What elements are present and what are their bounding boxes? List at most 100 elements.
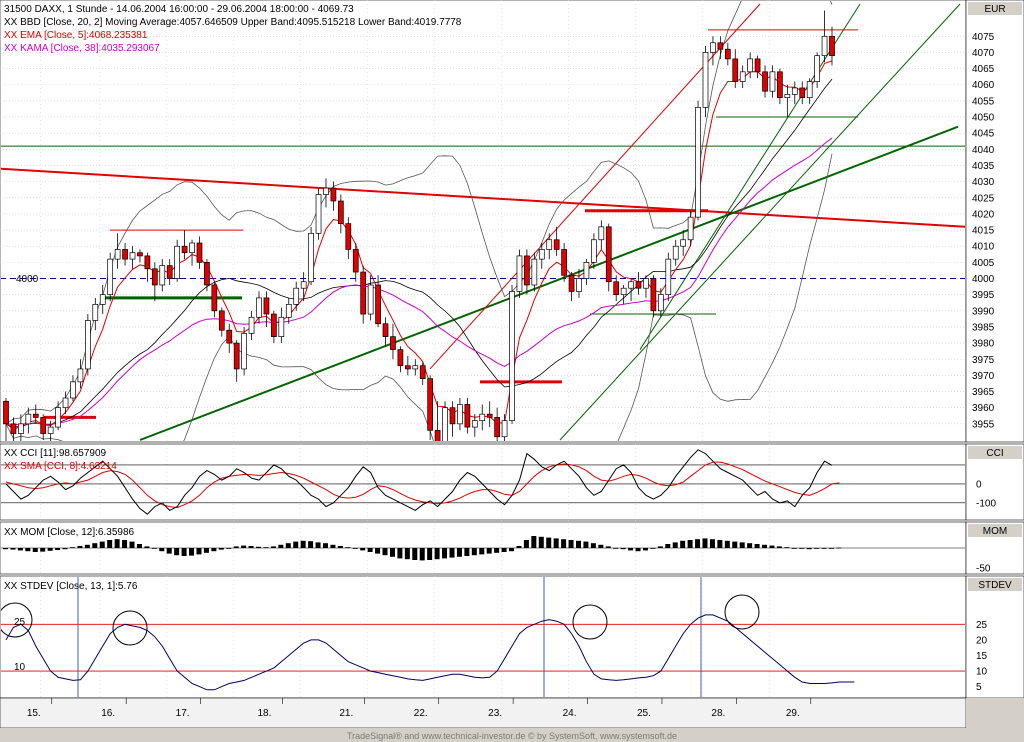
candle-body	[375, 284, 381, 325]
mom-bar	[762, 544, 768, 548]
candle-body	[99, 294, 106, 305]
stdev-unit-label: STDEV	[978, 580, 1012, 591]
stdev-ref-25-label: 25	[14, 617, 26, 628]
price-tick-label: 4055	[972, 96, 995, 107]
date-label: 29.	[786, 708, 800, 719]
mom-bar	[25, 548, 31, 552]
mom-bar	[382, 548, 388, 556]
mom-bar	[538, 536, 544, 548]
candle-body	[524, 255, 530, 286]
mom-bar	[531, 536, 537, 548]
date-label: 15.	[27, 708, 41, 719]
candle-body	[382, 323, 389, 338]
mom-bar	[151, 548, 157, 549]
candle-body	[427, 378, 434, 431]
candle-body	[583, 262, 590, 279]
candle-body	[806, 81, 813, 99]
stdev-highlight-circle	[112, 610, 148, 646]
reference-4000-label: 4000	[16, 274, 39, 285]
candle-body	[62, 397, 69, 409]
candle-body	[576, 278, 582, 292]
candle-body	[769, 71, 776, 92]
mom-bar	[598, 544, 604, 548]
candle-body	[449, 407, 456, 425]
mom-bar	[419, 548, 425, 561]
candle-body	[643, 278, 649, 289]
candle-body	[300, 281, 307, 289]
cci-tick-label: 0	[976, 479, 982, 490]
mom-bar	[92, 543, 98, 548]
mom-bar	[40, 548, 46, 552]
mom-bar	[642, 548, 648, 551]
candle-body	[665, 258, 672, 296]
mom-bar	[501, 548, 507, 552]
mom-tick-label: -50	[976, 564, 991, 575]
kama-legend: XX KAMA [Close, 38]:4035.293067	[4, 43, 160, 54]
candle-body	[390, 336, 396, 350]
mom-bar	[553, 538, 559, 548]
candle-body	[657, 294, 664, 312]
candle-body	[114, 249, 121, 260]
candle-body	[70, 381, 76, 399]
candle-body	[613, 281, 620, 296]
candle-body	[397, 349, 404, 367]
ema-line	[5, 60, 833, 428]
mom-bar	[590, 543, 596, 548]
stdev-tick-label: 10	[976, 667, 988, 678]
indicator-layer	[1, 449, 965, 697]
mom-bar	[464, 548, 470, 556]
price-tick-label: 4050	[972, 113, 995, 124]
price-tick-label: 4075	[972, 32, 995, 43]
stdev-highlight-circle	[1, 602, 33, 638]
candle-body	[159, 265, 166, 286]
mom-bar	[635, 548, 641, 552]
candle-body	[799, 87, 806, 99]
candle-body	[10, 423, 17, 434]
mom-bar	[278, 544, 284, 548]
candle-body	[821, 35, 828, 57]
candle-body	[144, 255, 151, 270]
mom-bar	[724, 540, 730, 548]
status-bar	[0, 728, 1024, 742]
time-axis-frame	[0, 697, 967, 729]
candle-body	[256, 297, 262, 318]
bbd-legend: XX BBD [Close, 20, 2] Moving Average:405…	[4, 17, 462, 28]
mom-bar	[352, 548, 358, 549]
candle-body	[47, 426, 54, 434]
uptrend-line	[139, 125, 959, 441]
cci-unit-label: CCI	[986, 448, 1003, 459]
candle-body	[814, 55, 820, 82]
mom-bar	[494, 548, 500, 553]
mom-bar	[84, 544, 90, 548]
candle-body	[568, 274, 575, 292]
mom-bar	[196, 548, 202, 555]
overlay-layer	[1, 1, 965, 441]
candle-body	[516, 255, 523, 292]
candle-body	[3, 400, 9, 425]
date-label: 23.	[488, 708, 502, 719]
stdev-ref-10-label: 10	[14, 662, 26, 673]
mom-bar	[203, 548, 209, 553]
stdev-line	[5, 614, 855, 691]
price-tick-label: 3985	[972, 322, 995, 333]
candle-body	[92, 304, 99, 321]
price-tick-label: 4070	[972, 48, 995, 59]
candle-body	[189, 242, 195, 254]
candle-body	[129, 252, 136, 260]
stdev-tick-label: 15	[976, 651, 988, 662]
cci-tick-label: -100	[976, 498, 996, 509]
mom-bar	[561, 539, 567, 548]
candle-body	[40, 417, 47, 434]
mom-bar	[233, 546, 239, 548]
mom-bar	[256, 546, 262, 548]
mom-bar	[330, 544, 336, 548]
mom-bar	[412, 548, 418, 560]
channel-line-1	[559, 3, 961, 441]
mom-unit-box	[968, 524, 1022, 537]
bollinger-upper-band	[5, 1, 833, 425]
mom-bar	[747, 543, 753, 548]
mom-unit-label: MOM	[983, 526, 1007, 537]
candle-body	[352, 249, 359, 273]
mom-bar	[769, 545, 775, 548]
